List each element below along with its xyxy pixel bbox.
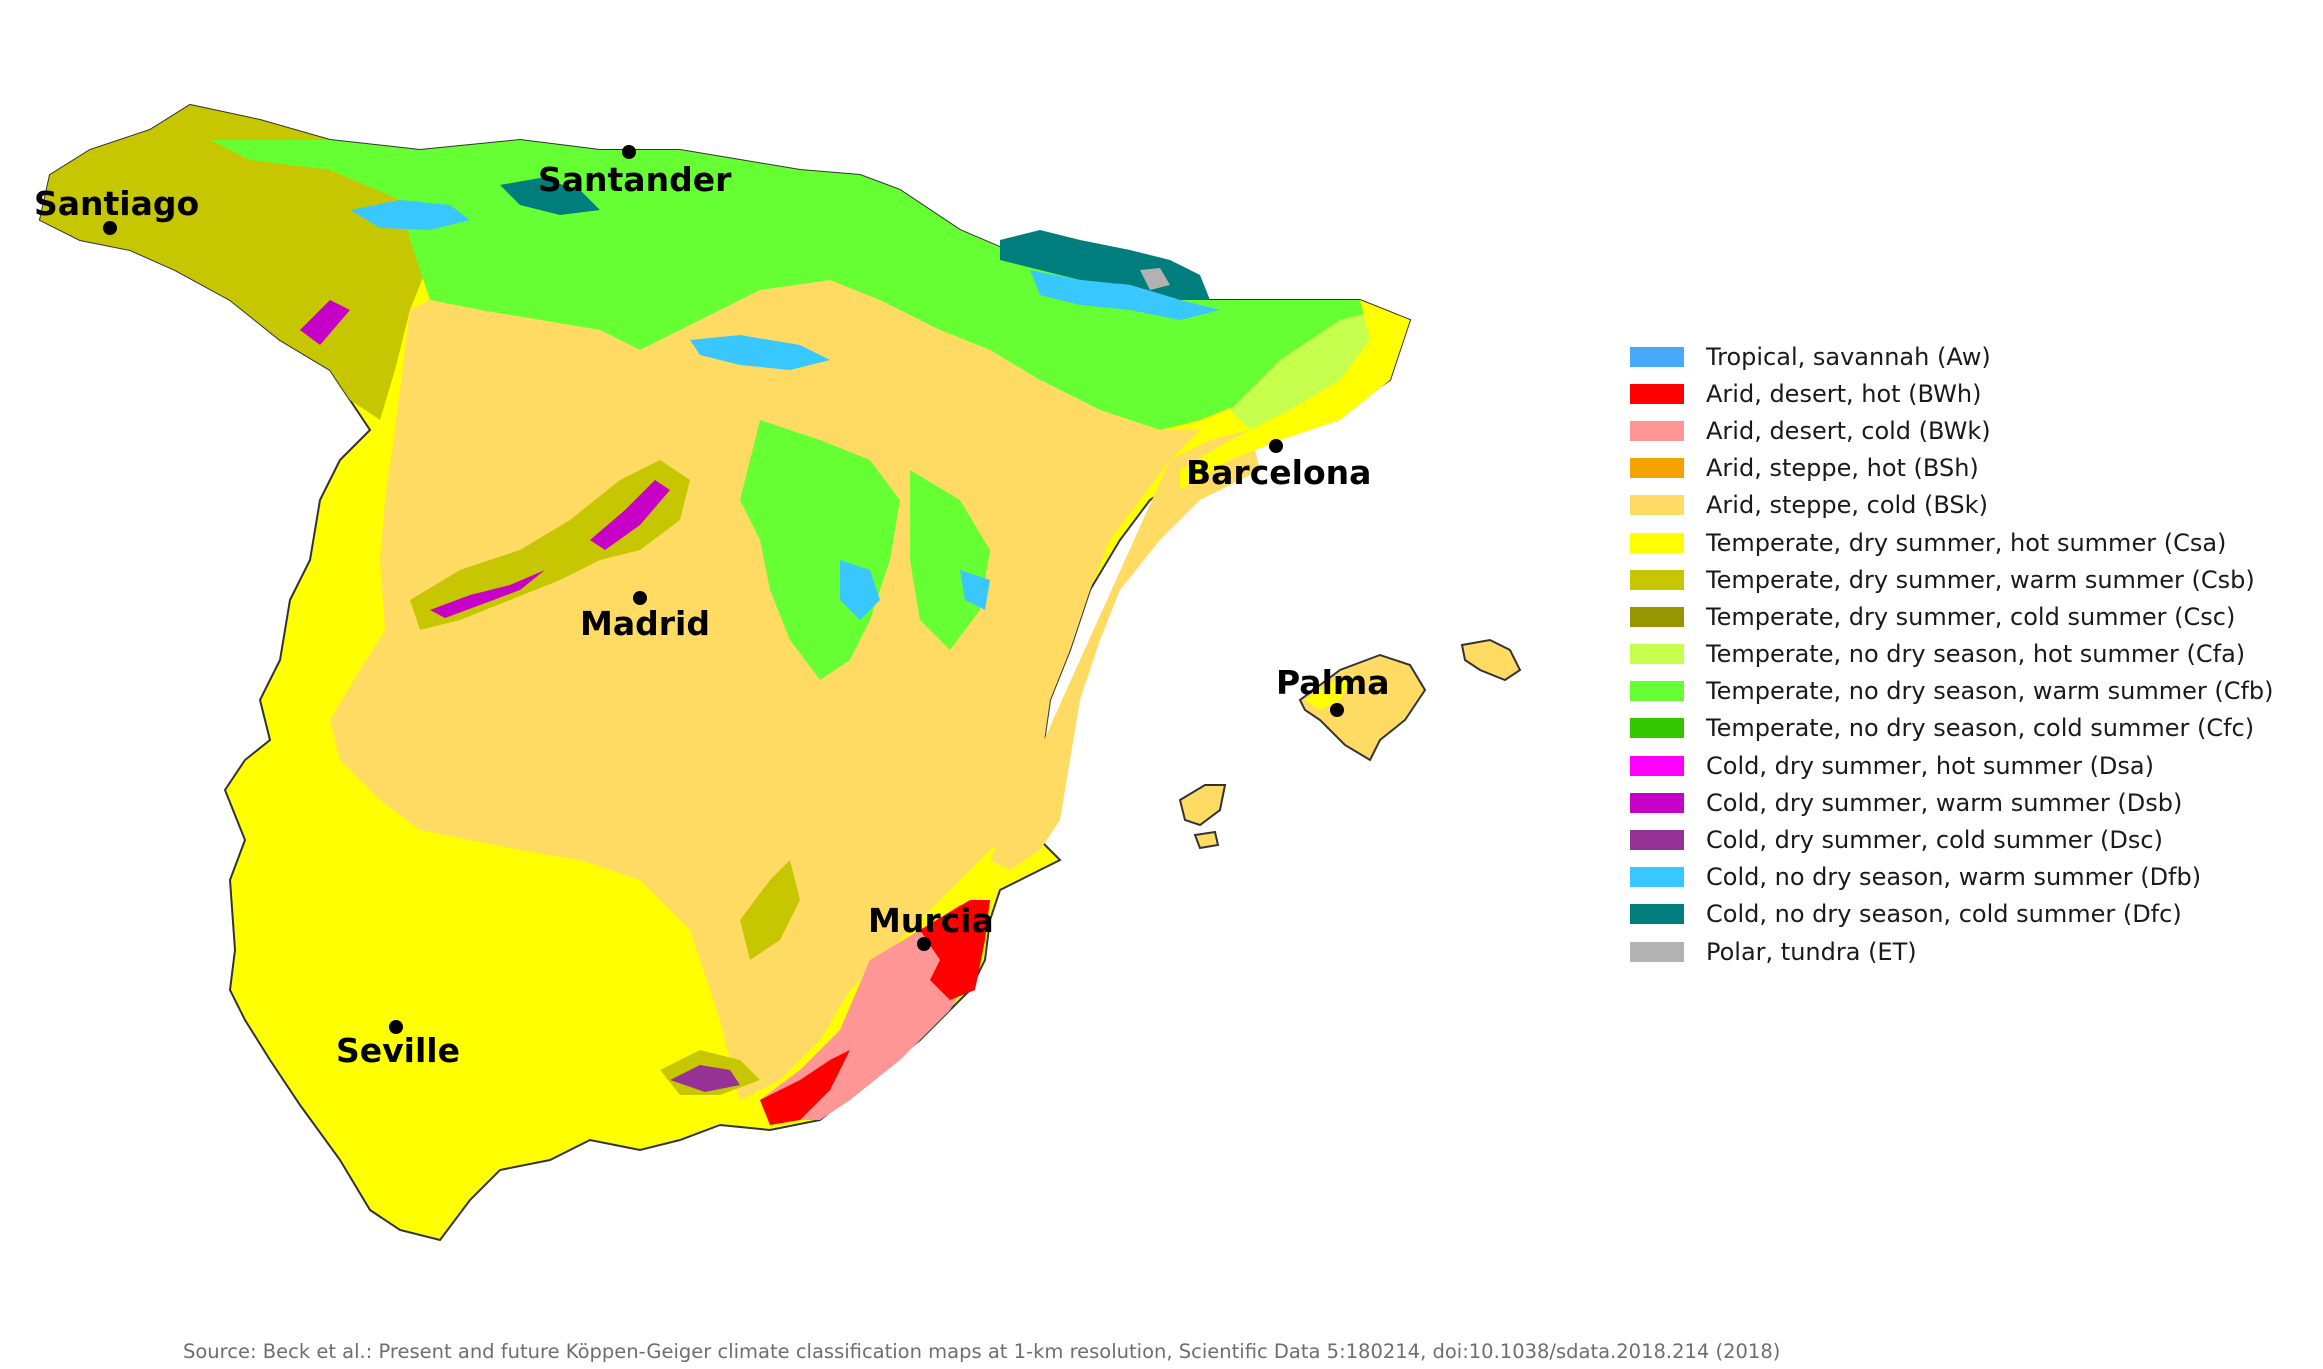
legend: Tropical, savannah (Aw) Arid, desert, hot…: [1630, 338, 2274, 970]
legend-item: Arid, desert, cold (BWk): [1630, 412, 2274, 449]
region-guadarrama-dsb: [590, 480, 670, 550]
region-teruel-dfb: [960, 570, 990, 610]
legend-item: Arid, steppe, cold (BSk): [1630, 487, 2274, 524]
region-cantabrian-dsb: [300, 300, 350, 345]
legend-item: Polar, tundra (ET): [1630, 933, 2274, 970]
region-almeria-bwh: [760, 1050, 850, 1125]
island-mallorca-csa: [1305, 675, 1355, 710]
legend-item: Arid, steppe, hot (BSh): [1630, 450, 2274, 487]
city-label-santander: Santander: [538, 160, 732, 199]
legend-swatch: [1630, 346, 1684, 367]
legend-item: Temperate, no dry season, cold summer (C…: [1630, 710, 2274, 747]
region-iberian-dfb: [840, 560, 880, 620]
city-label-madrid: Madrid: [580, 604, 710, 643]
legend-item: Temperate, dry summer, hot summer (Csa): [1630, 524, 2274, 561]
city-marker-madrid: [633, 591, 647, 605]
legend-item: Temperate, no dry season, hot summer (Cf…: [1630, 636, 2274, 673]
legend-swatch: [1630, 867, 1684, 888]
legend-swatch: [1630, 569, 1684, 590]
island-mallorca: [1298, 653, 1427, 762]
region-pyrenees-et: [1140, 268, 1170, 290]
legend-label: Temperate, no dry season, cold summer (C…: [1706, 714, 2255, 743]
city-marker-palma: [1330, 703, 1344, 717]
legend-swatch: [1630, 830, 1684, 851]
city-label-seville: Seville: [336, 1031, 460, 1070]
legend-swatch: [1630, 755, 1684, 776]
region-central-bsk: [330, 280, 1200, 1100]
legend-label: Cold, dry summer, cold summer (Dsc): [1706, 826, 2163, 855]
city-marker-murcia: [917, 937, 931, 951]
legend-label: Temperate, no dry season, warm summer (C…: [1706, 677, 2274, 706]
region-murcia-bwk: [760, 900, 990, 1120]
legend-label: Arid, steppe, cold (BSk): [1706, 491, 1988, 520]
legend-swatch: [1630, 644, 1684, 665]
legend-item: Cold, no dry season, cold summer (Dfc): [1630, 896, 2274, 933]
legend-label: Temperate, dry summer, hot summer (Csa): [1706, 528, 2227, 557]
legend-item: Cold, no dry season, warm summer (Dfb): [1630, 859, 2274, 896]
legend-swatch: [1630, 383, 1684, 404]
city-label-santiago: Santiago: [34, 184, 199, 223]
legend-item: Cold, dry summer, warm summer (Dsb): [1630, 784, 2274, 821]
city-marker-santiago: [103, 221, 117, 235]
city-label-palma: Palma: [1276, 663, 1390, 702]
legend-swatch: [1630, 458, 1684, 479]
region-teruel-cfb: [910, 470, 990, 650]
legend-swatch: [1630, 792, 1684, 813]
legend-swatch: [1630, 681, 1684, 702]
region-catalonia-csa: [1180, 300, 1410, 490]
legend-label: Arid, steppe, hot (BSh): [1706, 454, 1979, 483]
region-cantabrian-dfc: [500, 178, 600, 215]
legend-label: Arid, desert, hot (BWh): [1706, 379, 1982, 408]
island-menorca: [1460, 638, 1522, 682]
city-marker-barcelona: [1269, 439, 1283, 453]
legend-swatch: [1630, 941, 1684, 962]
legend-label: Tropical, savannah (Aw): [1706, 342, 1991, 371]
legend-label: Arid, desert, cold (BWk): [1706, 416, 1991, 445]
city-marker-santander: [622, 145, 636, 159]
region-central-system-dsb: [430, 570, 545, 618]
region-sierra-nevada-dsc: [670, 1065, 740, 1092]
legend-item: Cold, dry summer, cold summer (Dsc): [1630, 821, 2274, 858]
legend-label: Cold, no dry season, cold summer (Dfc): [1706, 900, 2182, 929]
region-catalonia-cfa: [1230, 310, 1390, 430]
region-cantabrian-dfb: [350, 200, 470, 230]
legend-item: Arid, desert, hot (BWh): [1630, 375, 2274, 412]
region-mediterranean-bsk: [990, 430, 1260, 870]
legend-swatch: [1630, 606, 1684, 627]
legend-swatch: [1630, 495, 1684, 516]
region-pyrenees-dfb: [1030, 270, 1220, 320]
legend-item: Cold, dry summer, hot summer (Dsa): [1630, 747, 2274, 784]
island-ibiza: [1178, 784, 1227, 827]
region-murcia-bwh: [920, 900, 990, 1000]
city-marker-seville: [389, 1020, 403, 1034]
region-galicia-csb: [40, 105, 430, 420]
legend-swatch: [1630, 420, 1684, 441]
legend-label: Cold, dry summer, warm summer (Dsb): [1706, 788, 2183, 817]
legend-label: Temperate, dry summer, cold summer (Csc): [1706, 602, 2236, 631]
region-iberian-north-dfb: [690, 335, 830, 370]
legend-label: Cold, no dry season, warm summer (Dfb): [1706, 863, 2202, 892]
legend-label: Temperate, no dry season, hot summer (Cf…: [1706, 640, 2246, 669]
legend-item: Tropical, savannah (Aw): [1630, 338, 2274, 375]
legend-label: Cold, dry summer, hot summer (Dsa): [1706, 751, 2154, 780]
city-label-barcelona: Barcelona: [1186, 453, 1371, 492]
region-cazorla-csb: [740, 860, 800, 960]
island-formentera: [1193, 830, 1220, 850]
legend-label: Polar, tundra (ET): [1706, 937, 1917, 966]
legend-label: Temperate, dry summer, warm summer (Csb): [1706, 565, 2255, 594]
legend-swatch: [1630, 904, 1684, 925]
legend-item: Temperate, dry summer, warm summer (Csb): [1630, 561, 2274, 598]
legend-swatch: [1630, 718, 1684, 739]
city-label-murcia: Murcia: [868, 901, 994, 940]
region-central-system-csb: [410, 460, 690, 630]
legend-item: Temperate, no dry season, warm summer (C…: [1630, 673, 2274, 710]
source-citation: Source: Beck et al.: Present and future …: [183, 1340, 1781, 1363]
legend-swatch: [1630, 532, 1684, 553]
legend-item: Temperate, dry summer, cold summer (Csc): [1630, 598, 2274, 635]
